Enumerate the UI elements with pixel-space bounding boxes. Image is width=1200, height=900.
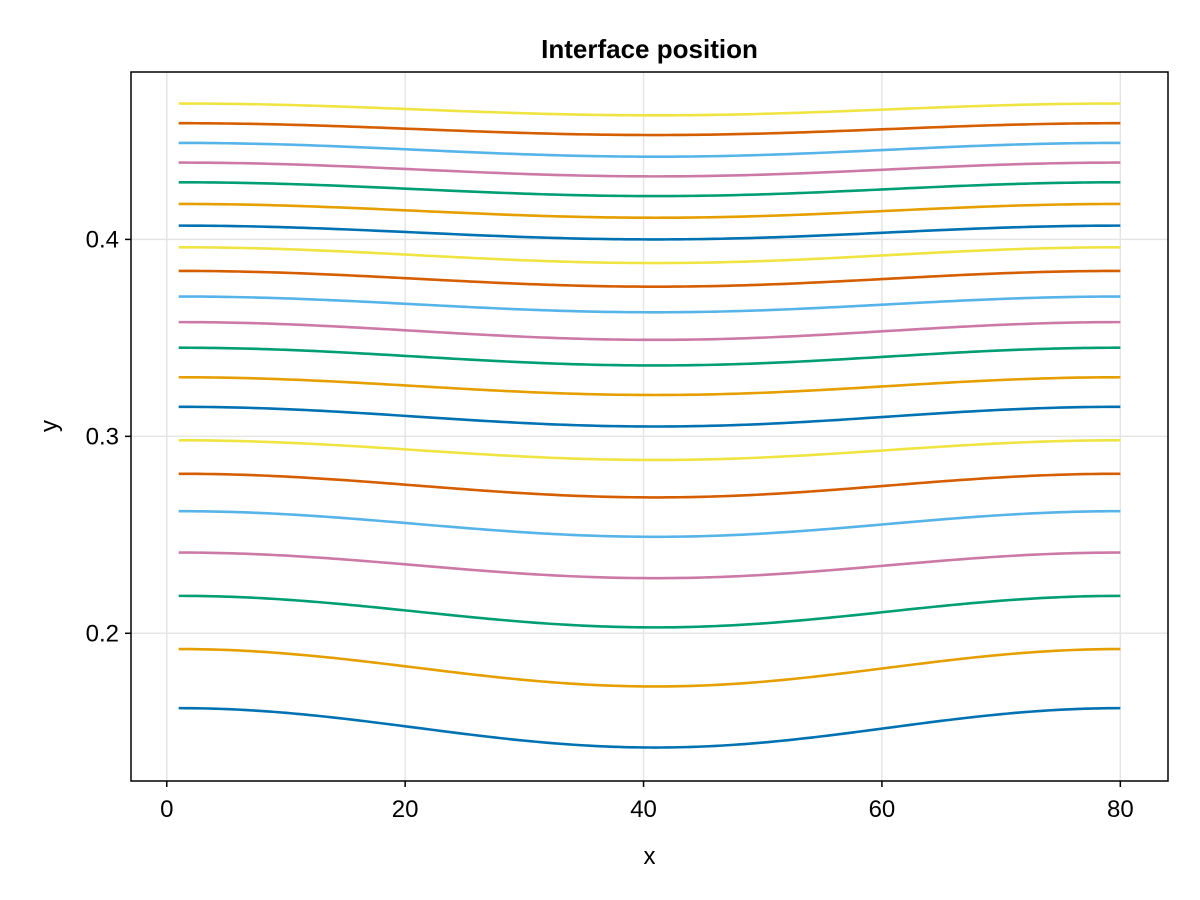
x-tick-label: 20: [392, 796, 419, 823]
series-line-17: [178, 180, 1121, 198]
y-tick-label: 0.3: [86, 423, 119, 450]
series-line-14: [178, 245, 1121, 265]
series-line-5: [178, 509, 1121, 539]
tick-layer: 0 20 40 60 80 0.2 0.3 0.4: [86, 226, 1134, 823]
x-tick-label: 40: [630, 796, 657, 823]
series-line-11: [178, 320, 1121, 342]
x-tick-label: 0: [160, 796, 173, 823]
series-line-6: [178, 472, 1121, 499]
series-line-1: [178, 706, 1121, 749]
x-tick-label: 60: [869, 796, 896, 823]
series-line-16: [178, 202, 1121, 220]
series-line-20: [178, 121, 1121, 137]
x-axis-label: x: [644, 843, 656, 870]
series-line-7: [178, 438, 1121, 462]
series-line-10: [178, 346, 1121, 367]
series-line-21: [178, 102, 1121, 117]
series-line-18: [178, 161, 1121, 178]
series-line-12: [178, 295, 1121, 314]
series-layer: [178, 102, 1121, 749]
series-line-13: [178, 269, 1121, 288]
plot-frame: [130, 71, 1169, 782]
series-line-3: [178, 594, 1121, 629]
series-line-2: [178, 647, 1121, 688]
y-tick-label: 0.4: [86, 226, 119, 253]
series-line-9: [178, 375, 1121, 397]
series-line-19: [178, 141, 1121, 158]
series-line-4: [178, 551, 1121, 580]
x-tick-label: 80: [1107, 796, 1134, 823]
series-line-15: [178, 224, 1121, 241]
chart-title: Interface position: [541, 34, 758, 64]
y-tick-label: 0.2: [86, 620, 119, 647]
series-line-8: [178, 405, 1121, 428]
y-axis-label: y: [36, 420, 63, 432]
